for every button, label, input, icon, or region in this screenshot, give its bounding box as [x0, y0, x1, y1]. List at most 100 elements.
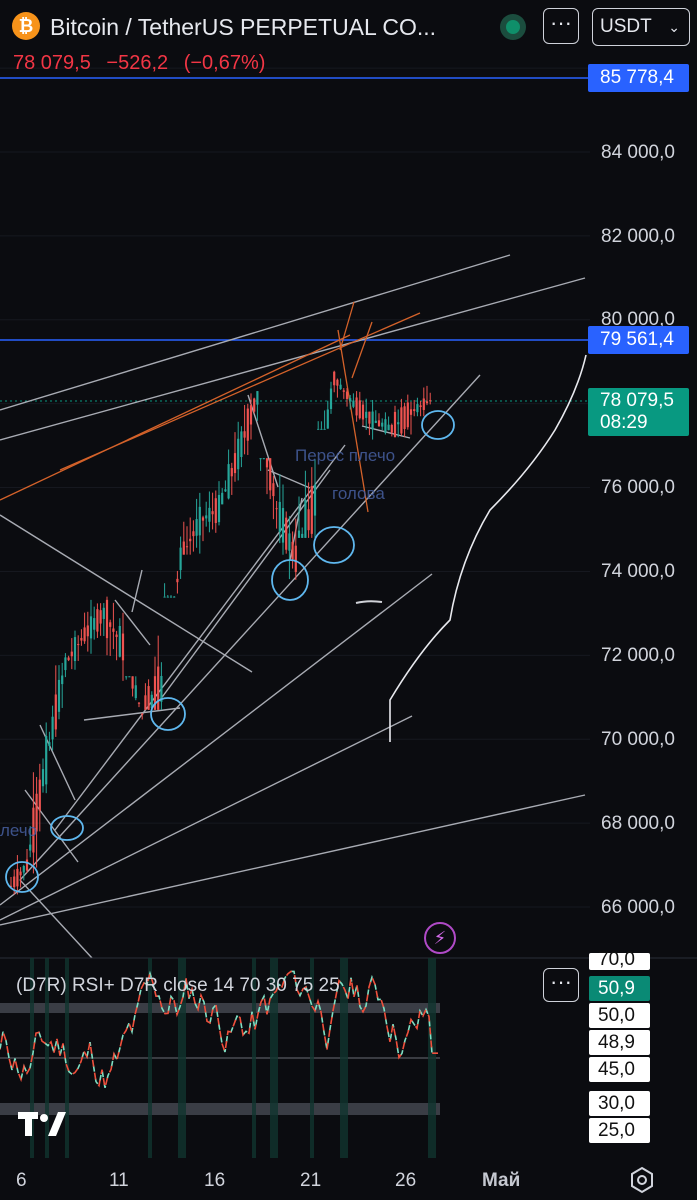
candle-body	[57, 679, 61, 712]
price-axis-label: 72 000,0	[601, 645, 675, 666]
price-change-percent: (−0,67%)	[183, 52, 266, 74]
candle-body	[64, 657, 67, 671]
trend-line[interactable]	[0, 277, 586, 441]
candle-body	[352, 400, 355, 407]
candle-body	[169, 596, 173, 598]
candle-body	[137, 702, 141, 704]
candle-body	[406, 402, 409, 428]
trend-line[interactable]	[114, 599, 151, 646]
bitcoin-icon: ₿	[12, 12, 40, 40]
circle-annotation[interactable]	[150, 697, 186, 731]
candle-body	[230, 468, 233, 477]
orange-trend-line[interactable]	[59, 312, 421, 471]
candlestick-series[interactable]	[9, 370, 432, 895]
circle-annotation[interactable]	[421, 410, 455, 440]
candle-body	[89, 616, 93, 639]
candle-body	[233, 453, 237, 474]
gear-icon[interactable]	[628, 1166, 656, 1194]
trend-line[interactable]	[247, 394, 279, 488]
time-axis-label: 16	[204, 1170, 226, 1191]
trend-line[interactable]	[54, 444, 346, 831]
rsi-indicator-title[interactable]: (D7R) RSI+ D7R close 14 70 30 75 25	[16, 975, 340, 996]
chart-header: ₿ Bitcoin / TetherUS PERPETUAL CO... ···…	[0, 0, 697, 54]
hand-drawn-curve[interactable]	[389, 354, 587, 742]
trend-line[interactable]	[0, 254, 511, 411]
trend-line[interactable]	[0, 715, 413, 921]
annotation-text[interactable]: голова	[332, 484, 385, 503]
rsi-highlight	[270, 958, 278, 1158]
rsi-level-tag: 48,9	[589, 1030, 650, 1055]
orange-trend-line[interactable]	[339, 301, 355, 351]
candle-body	[153, 676, 157, 710]
candle-body	[333, 371, 336, 386]
trend-line[interactable]	[0, 514, 253, 673]
circle-annotation[interactable]	[5, 861, 39, 893]
candle-body	[80, 637, 83, 641]
last-price: 78 079,5	[13, 52, 91, 74]
candle-body	[166, 596, 169, 598]
annotation-text[interactable]: Перес плечо	[295, 446, 396, 465]
annotation-text[interactable]: лечо	[0, 821, 38, 840]
orange-trend-line[interactable]	[337, 329, 369, 513]
price-tag-top-line[interactable]: 85 778,4	[588, 64, 689, 92]
trend-line[interactable]	[131, 569, 143, 613]
candle-body	[134, 685, 137, 699]
circle-annotation[interactable]	[50, 815, 84, 841]
symbol-title[interactable]: Bitcoin / TetherUS PERPETUAL CO...	[50, 14, 437, 40]
candle-body	[281, 508, 285, 543]
candle-body	[25, 859, 29, 871]
price-tag-resistance-line[interactable]: 79 561,4	[588, 326, 689, 354]
candle-body	[176, 578, 179, 583]
rsi-level-tag: 45,0	[589, 1057, 650, 1082]
candle-body	[429, 400, 432, 402]
candle-body	[294, 545, 297, 573]
candle-body	[121, 633, 125, 661]
candle-body	[118, 625, 121, 657]
candle-body	[83, 627, 86, 642]
orange-trend-lines[interactable]	[0, 301, 421, 513]
candle-body	[221, 492, 224, 505]
candle-body	[384, 419, 387, 433]
rsi-level-tag: 30,0	[589, 1091, 650, 1116]
trend-line[interactable]	[19, 879, 93, 959]
candle-body	[304, 500, 307, 538]
trend-line[interactable]	[0, 573, 433, 906]
candle-body	[425, 401, 429, 404]
candle-body	[285, 517, 288, 550]
candle-body	[313, 484, 317, 516]
trend-lines[interactable]	[0, 254, 586, 959]
candle-body	[317, 428, 320, 430]
candle-body	[201, 517, 205, 521]
hand-drawn-dash[interactable]	[355, 600, 383, 604]
candle-body	[48, 742, 51, 747]
circle-annotation[interactable]	[271, 559, 309, 601]
trend-line[interactable]	[83, 707, 181, 721]
candle-body	[13, 876, 16, 888]
candle-body	[397, 422, 400, 425]
trend-line[interactable]	[267, 469, 311, 489]
circle-annotation[interactable]	[313, 526, 355, 564]
candle-body	[355, 397, 358, 416]
currency-select[interactable]: USDT ⌄	[592, 8, 690, 46]
candle-body	[112, 628, 115, 632]
trend-line[interactable]	[19, 374, 481, 881]
candle-body	[185, 546, 189, 548]
candle-body	[19, 871, 22, 876]
candle-body	[269, 458, 272, 491]
candle-body	[61, 675, 64, 685]
trend-line[interactable]	[0, 794, 586, 926]
flash-icon[interactable]: ⚡	[424, 922, 456, 954]
candle-body	[390, 424, 393, 433]
orange-trend-line[interactable]	[0, 334, 351, 501]
candle-body	[256, 391, 259, 405]
candle-body	[301, 533, 304, 538]
candle-body	[99, 610, 102, 624]
rsi-menu-button[interactable]: ···	[543, 968, 579, 1002]
header-menu-button[interactable]: ···	[543, 8, 579, 44]
market-status-icon[interactable]	[500, 14, 526, 40]
trend-line[interactable]	[159, 469, 331, 701]
candle-body	[422, 398, 425, 410]
orange-trend-line[interactable]	[351, 321, 373, 379]
circle-annotations[interactable]	[5, 410, 455, 893]
